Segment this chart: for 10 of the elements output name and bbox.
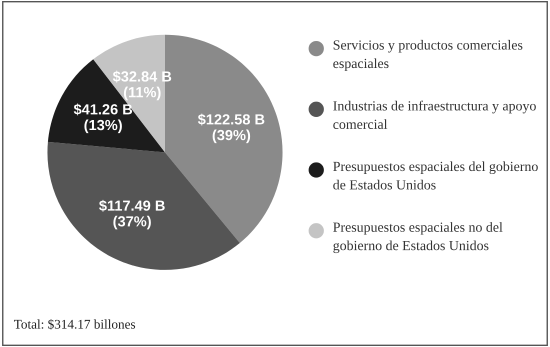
pie-slice — [47, 142, 240, 270]
data-label: $41.26 B (13%) — [74, 104, 132, 134]
data-label: $32.84 B (11%) — [112, 70, 172, 100]
text: Total: $314.17 billones — [14, 319, 136, 330]
legend-label: Industrias de infraestructura y apoyo comercial — [333, 100, 536, 129]
legend-label: Presupuestos espaciales no del gobierno de Estados Unidos — [333, 222, 503, 254]
data-label: $117.49 B (37%) — [99, 200, 165, 230]
legend-label: Servicios y productos comerciales espaciales — [333, 40, 522, 71]
legend-label: Presupuestos espaciales del gobierno de Estados Unidos — [333, 161, 538, 190]
data-label: $122.58 B (39%) — [198, 114, 264, 144]
